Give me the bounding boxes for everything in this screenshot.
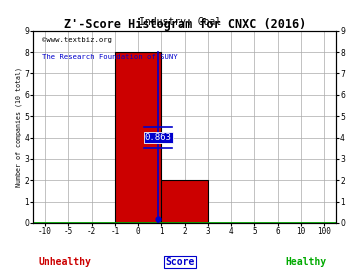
Text: Score: Score xyxy=(165,257,195,267)
Title: Z'-Score Histogram for CNXC (2016): Z'-Score Histogram for CNXC (2016) xyxy=(63,18,306,31)
Text: Industry: Coal: Industry: Coal xyxy=(139,17,221,27)
Text: Healthy: Healthy xyxy=(285,257,327,267)
Text: ©www.textbiz.org: ©www.textbiz.org xyxy=(42,36,112,43)
Bar xyxy=(161,180,208,223)
Text: Unhealthy: Unhealthy xyxy=(39,257,91,267)
Text: The Research Foundation of SUNY: The Research Foundation of SUNY xyxy=(42,54,178,60)
Bar xyxy=(115,52,161,223)
Y-axis label: Number of companies (10 total): Number of companies (10 total) xyxy=(15,67,22,187)
Text: 0.863: 0.863 xyxy=(145,133,172,142)
